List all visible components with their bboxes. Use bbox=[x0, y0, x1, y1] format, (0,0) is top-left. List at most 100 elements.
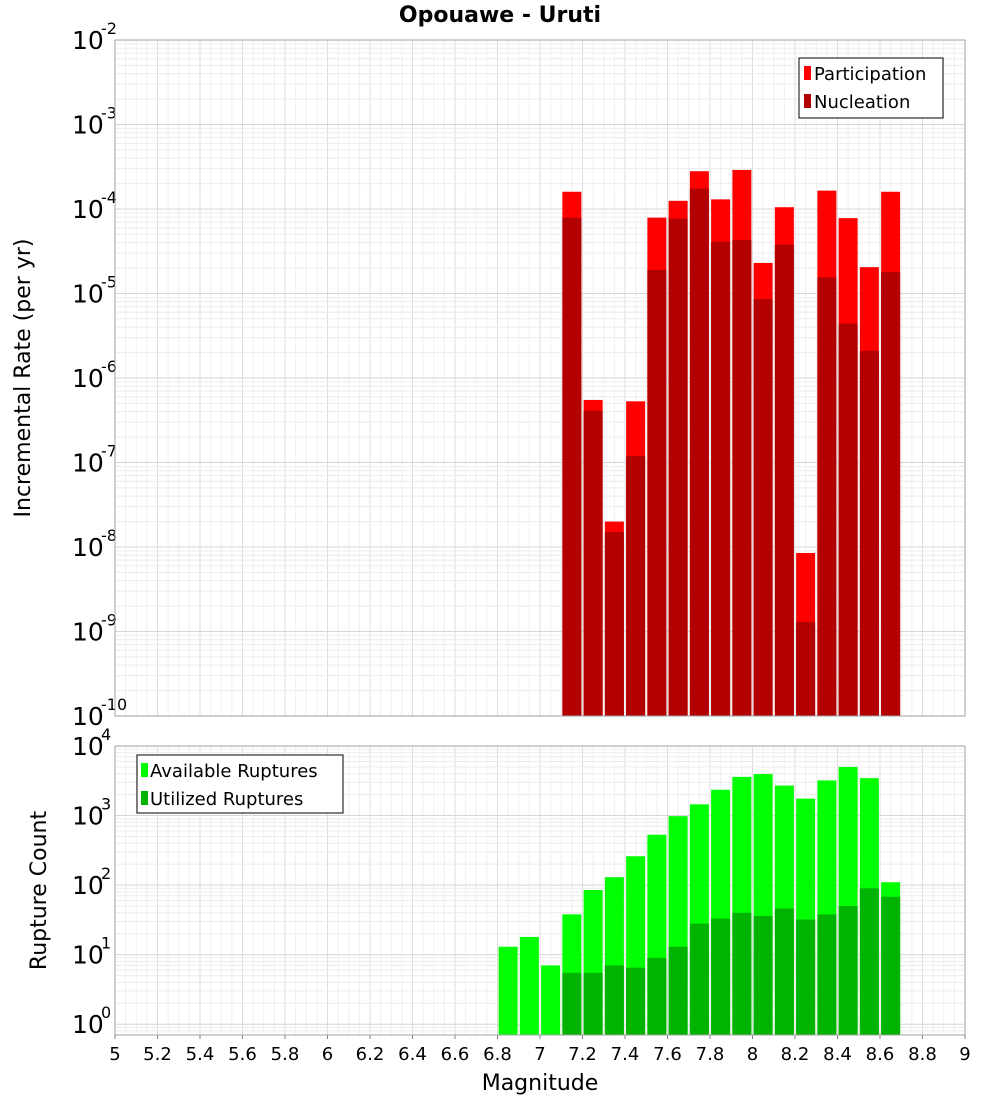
bar-utilized-ruptures bbox=[647, 957, 667, 1035]
count-y-tick-exponent: 0 bbox=[101, 1003, 111, 1022]
x-tick-label: 8.2 bbox=[781, 1044, 810, 1065]
bar-nucleation bbox=[583, 410, 603, 716]
rate-gridlines bbox=[114, 40, 966, 717]
x-tick-label: 6.6 bbox=[441, 1044, 470, 1065]
rate-plot-border bbox=[114, 39, 966, 717]
bar-utilized-ruptures bbox=[859, 888, 879, 1035]
legend-swatch-nucleation bbox=[804, 94, 811, 108]
rate-y-tick-exponent: -9 bbox=[101, 611, 117, 630]
bar-utilized-ruptures bbox=[689, 923, 709, 1035]
bar-utilized-ruptures bbox=[753, 915, 773, 1035]
bar-utilized-ruptures bbox=[562, 972, 582, 1035]
bar-utilized-ruptures bbox=[796, 919, 816, 1035]
x-tick-label: 8.6 bbox=[866, 1044, 895, 1065]
bar-nucleation bbox=[817, 277, 837, 716]
x-tick-label: 5.2 bbox=[143, 1044, 172, 1065]
rate-y-tick-base: 10 bbox=[72, 533, 104, 562]
x-tick-label: 5.8 bbox=[271, 1044, 300, 1065]
x-tick-label: 5 bbox=[109, 1044, 120, 1065]
bar-nucleation bbox=[881, 271, 901, 716]
count-y-tick-exponent: 3 bbox=[101, 795, 111, 814]
rate-legend-box bbox=[798, 57, 944, 119]
rate-y-tick-base: 10 bbox=[72, 449, 104, 478]
x-tick-label: 7.6 bbox=[653, 1044, 682, 1065]
x-tick-label: 9 bbox=[959, 1044, 970, 1065]
chart-title: Opouawe - Uruti bbox=[399, 3, 601, 28]
legend-swatch-utilized bbox=[141, 791, 148, 805]
bar-utilized-ruptures bbox=[604, 965, 624, 1035]
rate-y-tick-exponent: -6 bbox=[101, 357, 117, 376]
bar-utilized-ruptures bbox=[626, 967, 646, 1035]
count-y-tick-exponent: 1 bbox=[101, 934, 111, 953]
rate-y-tick-base: 10 bbox=[72, 26, 104, 55]
bar-available-ruptures bbox=[541, 965, 561, 1035]
legend-label-participation: Participation bbox=[814, 64, 926, 85]
x-tick-label: 6 bbox=[322, 1044, 333, 1065]
count-y-tick-base: 10 bbox=[72, 871, 104, 900]
legend-swatch-available bbox=[141, 763, 148, 777]
rate-legend: Participation Nucleation bbox=[798, 57, 944, 119]
rate-y-tick-exponent: -3 bbox=[101, 104, 117, 123]
rate-y-tick-base: 10 bbox=[72, 195, 104, 224]
legend-label-available: Available Ruptures bbox=[150, 761, 318, 782]
count-y-tick-exponent: 2 bbox=[101, 864, 111, 883]
rate-y-tick-base: 10 bbox=[72, 702, 104, 731]
rate-y-axis-label: Incremental Rate (per yr) bbox=[11, 239, 36, 518]
bar-nucleation bbox=[562, 217, 582, 716]
legend-label-utilized: Utilized Ruptures bbox=[150, 789, 303, 810]
bar-nucleation bbox=[604, 532, 624, 716]
count-y-tick-base: 10 bbox=[72, 1010, 104, 1039]
x-tick-label: 5.6 bbox=[228, 1044, 257, 1065]
bar-available-ruptures bbox=[498, 946, 518, 1035]
x-tick-label: 8 bbox=[747, 1044, 758, 1065]
bar-utilized-ruptures bbox=[838, 906, 858, 1035]
bar-nucleation bbox=[647, 269, 667, 716]
x-tick-label: 7.2 bbox=[568, 1044, 597, 1065]
legend-label-nucleation: Nucleation bbox=[814, 92, 910, 113]
x-tick-label: 8.4 bbox=[823, 1044, 852, 1065]
x-tick-label: 5.4 bbox=[186, 1044, 215, 1065]
x-tick-label: 6.8 bbox=[483, 1044, 512, 1065]
bar-nucleation bbox=[732, 239, 752, 716]
bar-utilized-ruptures bbox=[583, 972, 603, 1035]
x-tick-label: 6.2 bbox=[356, 1044, 385, 1065]
bar-nucleation bbox=[859, 350, 879, 716]
count-legend-box bbox=[136, 754, 344, 814]
bar-available-ruptures bbox=[519, 936, 539, 1035]
bar-nucleation bbox=[626, 455, 646, 716]
rate-y-tick-exponent: -2 bbox=[101, 19, 117, 38]
bar-nucleation bbox=[753, 299, 773, 716]
x-tick-label: 7.4 bbox=[611, 1044, 640, 1065]
x-tick-label: 6.4 bbox=[398, 1044, 427, 1065]
bar-utilized-ruptures bbox=[711, 918, 731, 1035]
x-tick-labels: 5 5.2 5.4 5.6 5.8 6 6.2 6.4 6.6 6.8 7 7.2 7.4 7.6 7.8 8… bbox=[109, 1035, 971, 1065]
rate-y-tick-exponent: -4 bbox=[101, 188, 117, 207]
bar-utilized-ruptures bbox=[774, 908, 794, 1035]
x-tick-label: 8.8 bbox=[908, 1044, 937, 1065]
bar-utilized-ruptures bbox=[881, 896, 901, 1035]
rate-y-tick-exponent: -8 bbox=[101, 526, 117, 545]
count-plot-border bbox=[114, 745, 966, 1036]
bar-nucleation bbox=[711, 241, 731, 716]
bar-utilized-ruptures bbox=[668, 946, 688, 1035]
rate-y-tick-base: 10 bbox=[72, 280, 104, 309]
count-y-axis-label: Rupture Count bbox=[27, 811, 52, 971]
rate-y-tick-exponent: -7 bbox=[101, 442, 117, 461]
count-y-tick-base: 10 bbox=[72, 941, 104, 970]
rate-y-tick-base: 10 bbox=[72, 111, 104, 140]
rate-y-tick-exponent: -5 bbox=[101, 273, 117, 292]
bar-nucleation bbox=[796, 621, 816, 716]
bar-nucleation bbox=[668, 218, 688, 716]
x-tick-label: 7.8 bbox=[696, 1044, 725, 1065]
rate-y-tick-exponent: -10 bbox=[101, 695, 127, 714]
count-bars bbox=[498, 766, 901, 1035]
legend-swatch-participation bbox=[804, 66, 811, 80]
count-legend: Available Ruptures Utilized Ruptures bbox=[136, 754, 344, 814]
rate-y-tick-base: 10 bbox=[72, 364, 104, 393]
bar-utilized-ruptures bbox=[817, 914, 837, 1035]
rate-bars bbox=[562, 169, 901, 717]
